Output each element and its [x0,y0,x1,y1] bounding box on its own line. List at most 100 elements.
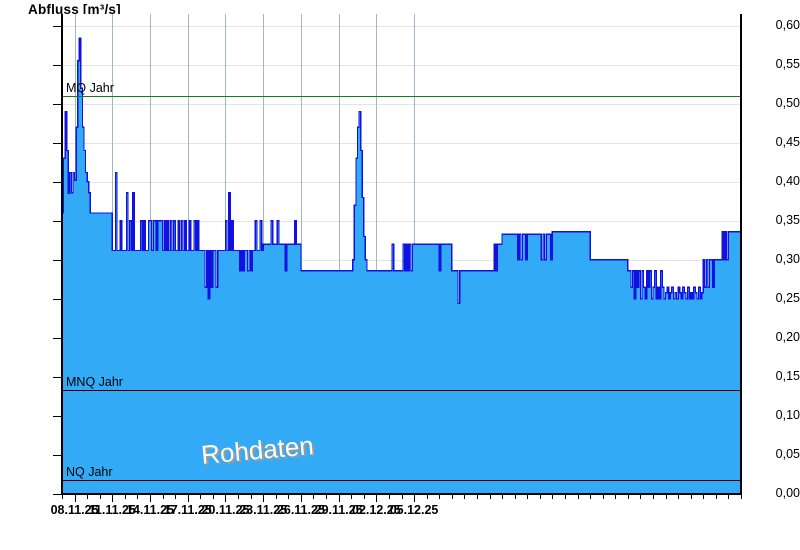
reference-line-label: MQ Jahr [66,80,114,95]
y-tick-label: 0,55 [775,56,800,71]
y-tick-mark [53,103,62,105]
y-tick-mark [53,259,62,261]
plot-area: MQ Jahr MNQ Jahr NQ Jahr Rohdaten [62,14,741,494]
reference-line-label: NQ Jahr [66,464,113,479]
x-minor-tick-mark [275,495,277,499]
discharge-area-series [62,37,741,494]
y-tick-mark [53,220,62,222]
x-minor-tick-mark [401,495,403,499]
x-minor-tick-mark [175,495,177,499]
y-tick-mark [53,415,62,417]
y-tick-label: 0,25 [775,290,800,305]
x-minor-tick-mark [489,495,491,499]
y-tick-mark [53,181,62,183]
y-tick-label: 0,35 [775,212,800,227]
x-minor-tick-mark [200,495,202,499]
x-minor-tick-mark [212,495,214,499]
x-minor-tick-mark [464,495,466,499]
x-tick-label: 26.11.25 [276,503,325,517]
y-tick-label: 0,30 [775,251,800,266]
x-minor-tick-mark [703,495,705,499]
x-major-tick-mark [225,495,227,502]
gridline-horizontal [62,64,741,66]
x-major-tick-mark [150,495,152,502]
x-tick-label: 17.11.25 [163,503,212,517]
x-minor-tick-mark [564,495,566,499]
y-tick-mark [53,142,62,144]
y-tick-label: 0,15 [775,368,800,383]
y-tick-label: 0,50 [775,95,800,110]
x-minor-tick-mark [539,495,541,499]
y-tick-mark [53,25,62,27]
x-minor-tick-mark [728,495,730,499]
x-minor-tick-mark [690,495,692,499]
y-tick-label: 0,05 [775,446,800,461]
x-minor-tick-mark [351,495,353,499]
x-tick-label: 23.11.25 [239,503,288,517]
x-minor-tick-mark [741,495,742,499]
y-tick-label: 0,45 [775,134,800,149]
y-tick-label: 0,40 [775,173,800,188]
y-tick-mark [53,298,62,300]
x-minor-tick-mark [627,495,629,499]
x-minor-tick-mark [250,495,252,499]
x-minor-tick-mark [577,495,579,499]
x-major-tick-mark [112,495,114,502]
x-minor-tick-mark [665,495,667,499]
x-tick-label: 08.11.25 [50,503,99,517]
y-tick-mark [53,494,62,495]
x-minor-tick-mark [527,495,529,499]
gridline-horizontal [62,259,741,261]
x-minor-tick-mark [476,495,478,499]
reference-line-mnq-jahr [62,390,741,392]
gridline-horizontal [62,142,741,144]
y-axis-spine [61,14,63,495]
x-minor-tick-mark [326,495,328,499]
x-axis-spine [61,493,742,495]
x-minor-tick-mark [99,495,101,499]
gridline-horizontal [62,181,741,183]
y-tick-mark [53,337,62,339]
y-tick-label: 0,10 [775,407,800,422]
x-minor-tick-mark [652,495,654,499]
x-minor-tick-mark [602,495,604,499]
x-minor-tick-mark [313,495,315,499]
series-line [62,37,741,305]
x-minor-tick-mark [502,495,504,499]
x-major-tick-mark [187,495,189,502]
gridline-horizontal [62,25,741,27]
y-tick-mark [53,64,62,66]
y-tick-label: 0,60 [775,17,800,32]
x-minor-tick-mark [678,495,680,499]
x-minor-tick-mark [426,495,428,499]
gridline-horizontal [62,220,741,222]
x-minor-tick-mark [238,495,240,499]
x-major-tick-mark [414,495,416,502]
x-minor-tick-mark [62,495,63,499]
x-minor-tick-mark [451,495,453,499]
y-tick-mark [53,454,62,456]
y-axis-title: Abfluss [m³/s] [28,2,121,17]
x-minor-tick-mark [124,495,126,499]
gridline-horizontal [62,103,741,105]
x-major-tick-mark [263,495,265,502]
x-minor-tick-mark [288,495,290,499]
x-tick-label: 14.11.25 [126,503,174,517]
y-tick-mark [53,376,62,378]
x-minor-tick-mark [715,495,717,499]
reference-line-label: MNQ Jahr [66,375,123,390]
reference-line-nq-jahr [62,479,741,481]
y-tick-label: 0,00 [775,486,800,500]
x-tick-label: 02.12.25 [352,503,401,517]
x-tick-label: 05.12.25 [389,503,439,517]
x-minor-tick-mark [87,495,89,499]
x-minor-tick-mark [552,495,554,499]
x-tick-label: 20.11.25 [201,503,250,517]
gridline-vertical [338,14,340,494]
right-spine [740,14,742,495]
y-tick-label: 0,20 [775,329,800,344]
x-major-tick-mark [300,495,302,502]
x-minor-tick-mark [514,495,516,499]
reference-line-mq-jahr [62,95,741,97]
